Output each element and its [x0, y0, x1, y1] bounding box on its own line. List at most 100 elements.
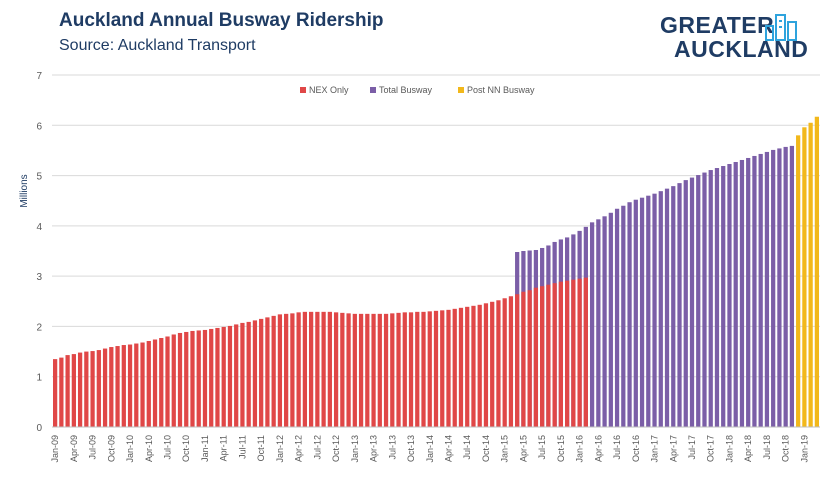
legend-swatch [370, 87, 376, 93]
x-tick-label: Jan-16 [575, 435, 585, 463]
bar-total-busway [664, 188, 670, 427]
bar-nex-only [465, 306, 470, 427]
y-tick-label: 7 [36, 71, 42, 82]
bar-nex-only [115, 346, 120, 427]
bar-total-busway [783, 146, 788, 427]
bar-nex-only [240, 322, 245, 427]
bar-total-busway [752, 155, 757, 427]
bar-nex-only [415, 311, 420, 427]
bar-nex-only [90, 351, 95, 427]
x-tick-label: Apr-14 [443, 435, 453, 462]
bar-total-busway [596, 219, 601, 427]
bar-total-busway [721, 166, 726, 427]
x-tick-label: Apr-09 [69, 435, 79, 462]
y-axis-label: Millions [19, 174, 30, 207]
bar-nex-only [315, 311, 320, 427]
bar-nex-only [564, 280, 570, 427]
bar-nex-only [552, 283, 557, 427]
bar-nex-only [327, 311, 332, 427]
x-tick-label: Jan-14 [425, 435, 435, 463]
x-tick-label: Jul-18 [762, 435, 772, 460]
x-tick-label: Jan-09 [50, 435, 60, 463]
bar-total-busway [652, 193, 657, 427]
bar-nex-only [340, 312, 345, 427]
bar-nex-only [558, 281, 564, 427]
x-tick-label: Oct-18 [781, 435, 791, 462]
bar-total-busway [764, 151, 770, 428]
bar-nex-only [290, 313, 295, 427]
x-tick-label: Apr-16 [593, 435, 603, 462]
bar-nex-only [71, 354, 76, 427]
legend-label: Post NN Busway [467, 85, 535, 95]
bar-nex-only [458, 307, 464, 427]
x-tick-label: Jan-12 [275, 435, 285, 463]
bar-nex-only [121, 345, 126, 427]
x-tick-label: Jan-11 [200, 435, 210, 462]
bar-nex-only [146, 341, 151, 427]
bar-total-busway [777, 148, 782, 427]
bar-nex-only [333, 312, 339, 427]
bar-nex-only [365, 313, 370, 427]
bar-nex-only [433, 310, 439, 427]
bar-nex-only [215, 327, 220, 427]
bar-nex-only [371, 313, 376, 427]
bar-nex-only [184, 331, 189, 427]
bar-total-busway [646, 195, 651, 427]
bar-total-busway [746, 157, 751, 427]
bar-nex-only [165, 336, 170, 427]
bar-nex-only [358, 313, 364, 427]
bar-nex-only [259, 318, 264, 427]
bar-nex-only [221, 326, 226, 427]
bar-nex-only [440, 310, 445, 427]
x-tick-label: Jul-16 [612, 435, 622, 460]
bar-total-busway [702, 172, 707, 427]
x-tick-label: Apr-15 [518, 435, 528, 462]
bar-nex-only [140, 342, 145, 427]
bar-post-nn-busway [802, 127, 807, 427]
bar-total-busway [733, 161, 738, 427]
bar-nex-only [402, 312, 407, 427]
bar-nex-only [102, 348, 108, 427]
bar-nex-only [396, 312, 401, 427]
bar-post-nn-busway [814, 116, 820, 427]
x-tick-label: Jan-19 [799, 435, 809, 463]
bar-post-nn-busway [796, 135, 801, 428]
bar-total-busway [739, 159, 745, 428]
bar-post-nn-busway [808, 122, 813, 428]
x-tick-label: Jul-09 [88, 435, 98, 460]
bar-nex-only [65, 355, 70, 427]
bar-nex-only [171, 334, 176, 427]
x-tick-label: Jul-12 [312, 435, 322, 460]
bar-nex-only [209, 328, 214, 427]
x-tick-label: Jan-10 [125, 435, 135, 463]
bar-nex-only [483, 303, 489, 427]
x-tick-label: Jan-17 [650, 435, 660, 463]
bar-nex-only [452, 308, 457, 427]
bar-nex-only [496, 300, 501, 427]
bar-nex-only [508, 296, 514, 427]
bar-total-busway [708, 170, 713, 428]
x-tick-label: Jan-15 [500, 435, 510, 463]
bar-total-busway [683, 180, 688, 427]
bar-nex-only [134, 343, 139, 427]
bar-nex-only [571, 279, 576, 427]
bar-total-busway [621, 205, 626, 427]
bar-nex-only [302, 311, 308, 427]
x-tick-label: Oct-13 [406, 435, 416, 462]
bar-total-busway [614, 208, 620, 427]
bar-nex-only [546, 284, 551, 427]
x-tick-label: Oct-16 [631, 435, 641, 462]
x-tick-label: Apr-13 [369, 435, 379, 462]
bar-nex-only [477, 304, 482, 427]
bar-nex-only [533, 287, 539, 427]
bar-nex-only [471, 305, 476, 427]
bar-nex-only [271, 315, 276, 427]
x-tick-label: Jul-10 [163, 435, 173, 460]
bar-nex-only [583, 277, 588, 427]
bar-total-busway [671, 186, 676, 427]
x-tick-label: Oct-09 [106, 435, 116, 462]
bar-total-busway [627, 202, 632, 427]
y-tick-label: 3 [36, 272, 42, 283]
y-tick-label: 2 [36, 322, 42, 333]
